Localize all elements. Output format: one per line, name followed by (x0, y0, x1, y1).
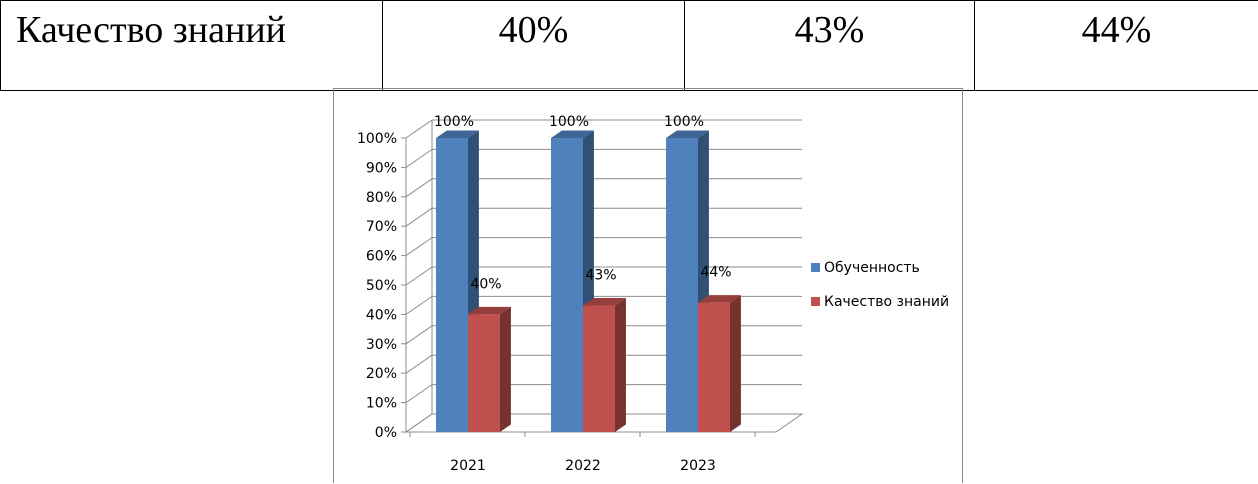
bar-2022-kachestvo (583, 306, 615, 432)
legend-swatch (811, 263, 820, 272)
value-cell-2022: 43% (685, 1, 975, 91)
bar-side (500, 307, 511, 432)
gridline-side (406, 149, 432, 167)
gridline-side (406, 355, 432, 373)
bar-2023-obuchennost (666, 138, 698, 432)
y-tick-label: 0% (375, 425, 397, 441)
y-tick-label: 70% (366, 219, 397, 235)
data-label: 100% (434, 114, 474, 130)
y-tick-label: 40% (366, 307, 397, 323)
gridline-side (406, 326, 432, 344)
y-tick-label: 60% (366, 249, 397, 265)
gridline-side (406, 179, 432, 197)
gridline-side (406, 120, 432, 138)
bar-2023-kachestvo (698, 303, 730, 432)
data-label: 43% (585, 268, 616, 284)
data-label: 44% (700, 265, 731, 281)
results-table: Качество знаний 40% 43% 44% (0, 0, 1258, 91)
bar-side (615, 298, 626, 432)
chart-frame: 0% 10% 20% 30% 40% 50% 60% 70% 80% 90% 100% 100% 40%… (333, 88, 963, 483)
y-tick-label: 50% (366, 278, 397, 294)
y-tick-label: 100% (357, 131, 397, 147)
data-label: 100% (549, 114, 589, 130)
y-tick-label: 90% (366, 160, 397, 176)
bar-2021-obuchennost (436, 138, 468, 432)
bar-side (730, 295, 741, 432)
gridline-side (406, 267, 432, 285)
gridline-side (406, 208, 432, 226)
gridline-side (406, 296, 432, 314)
legend-swatch (811, 297, 820, 306)
data-label: 100% (664, 114, 704, 130)
y-tick-label: 10% (366, 396, 397, 412)
bar-2021-kachestvo (468, 314, 500, 432)
row-label: Качество знаний (1, 1, 383, 91)
x-tick-label: 2022 (565, 458, 601, 474)
value-cell-2023: 44% (975, 1, 1258, 91)
value-cell-2021: 40% (383, 1, 685, 91)
data-label: 40% (470, 276, 501, 292)
table-row: Качество знаний 40% 43% 44% (1, 1, 1258, 91)
y-tick-label: 80% (366, 190, 397, 206)
y-tick-label: 20% (366, 366, 397, 382)
x-tick-label: 2021 (450, 458, 486, 474)
y-tick-label: 30% (366, 337, 397, 353)
legend-label: Качество знаний (824, 294, 949, 310)
bar-2022-obuchennost (551, 138, 583, 432)
gridline-side (406, 385, 432, 403)
legend-label: Обученность (824, 260, 920, 276)
x-tick-label: 2023 (680, 458, 716, 474)
gridline-side (406, 238, 432, 256)
bar-chart: 0% 10% 20% 30% 40% 50% 60% 70% 80% 90% 100% 100% 40%… (334, 89, 964, 484)
